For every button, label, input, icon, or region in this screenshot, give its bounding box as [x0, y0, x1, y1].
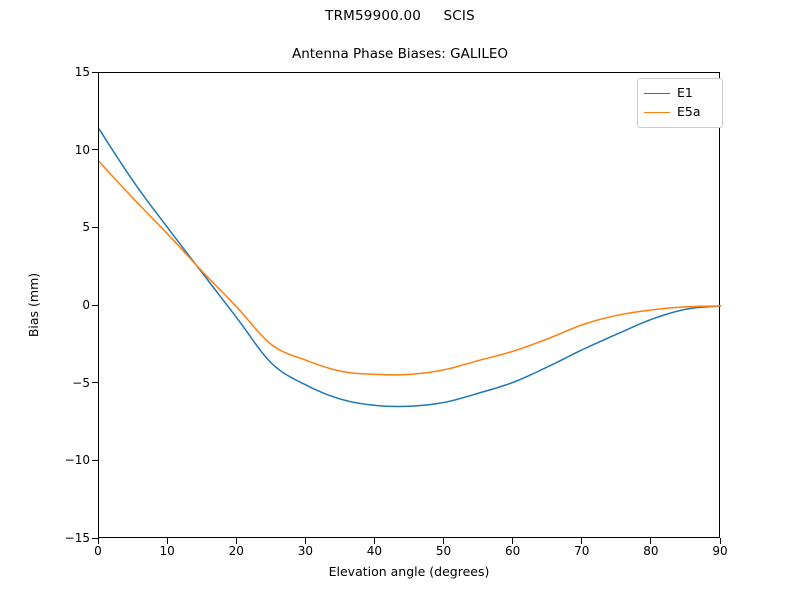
plot-area: [98, 72, 721, 538]
x-tick-label: 20: [228, 544, 244, 558]
y-tick-mark: [92, 71, 98, 73]
x-tick-mark: [235, 538, 237, 544]
x-tick-label: 0: [94, 544, 102, 558]
y-tick-label: 5: [82, 220, 90, 235]
figure-suptitle: TRM59900.00 SCIS: [325, 8, 475, 24]
x-tick-mark: [512, 538, 514, 544]
x-tick-label: 40: [366, 544, 383, 558]
y-tick-label: −15: [64, 531, 90, 545]
x-tick-label: 80: [643, 544, 659, 558]
y-tick-mark: [92, 537, 98, 539]
series-lines: [99, 128, 721, 408]
y-tick-label: 10: [74, 142, 90, 157]
y-tick-label: 15: [74, 65, 90, 79]
x-tick-label: 70: [574, 544, 590, 558]
legend-item: E5a: [644, 103, 716, 122]
x-tick-label: 30: [297, 544, 313, 558]
y-tick-mark: [92, 226, 98, 228]
y-tick-mark: [92, 459, 98, 461]
x-tick-mark: [304, 538, 306, 544]
legend-label-e5a: E5a: [677, 104, 701, 120]
x-axis-label: Elevation angle (degrees): [328, 564, 490, 579]
y-tick-mark: [92, 382, 98, 384]
legend-item: E1: [644, 84, 716, 103]
y-axis-label: Bias (mm): [26, 272, 41, 338]
chart-title: Antenna Phase Biases: GALILEO: [291, 46, 509, 62]
legend-swatch-e1: [644, 93, 670, 94]
line-series-e1: [99, 128, 721, 408]
y-tick-mark: [92, 304, 98, 306]
x-tick-mark: [719, 538, 721, 544]
y-tick-label: 0: [82, 298, 90, 312]
x-tick-mark: [166, 538, 168, 544]
x-tick-label: 10: [159, 544, 175, 558]
x-tick-mark: [443, 538, 445, 544]
x-tick-mark: [581, 538, 583, 544]
y-tick-label: −10: [64, 453, 90, 468]
x-tick-mark: [97, 538, 99, 544]
x-tick-mark: [650, 538, 652, 544]
y-tick-label: −5: [72, 375, 90, 390]
x-tick-label: 90: [712, 544, 728, 558]
x-tick-label: 60: [505, 544, 521, 558]
legend-swatch-e5a: [644, 112, 670, 113]
chart-legend: E1 E5a: [637, 78, 723, 128]
line-series-e5a: [99, 160, 721, 376]
legend-label-e1: E1: [677, 85, 693, 101]
y-tick-mark: [92, 149, 98, 151]
x-tick-label: 50: [435, 544, 452, 558]
x-tick-mark: [373, 538, 376, 544]
